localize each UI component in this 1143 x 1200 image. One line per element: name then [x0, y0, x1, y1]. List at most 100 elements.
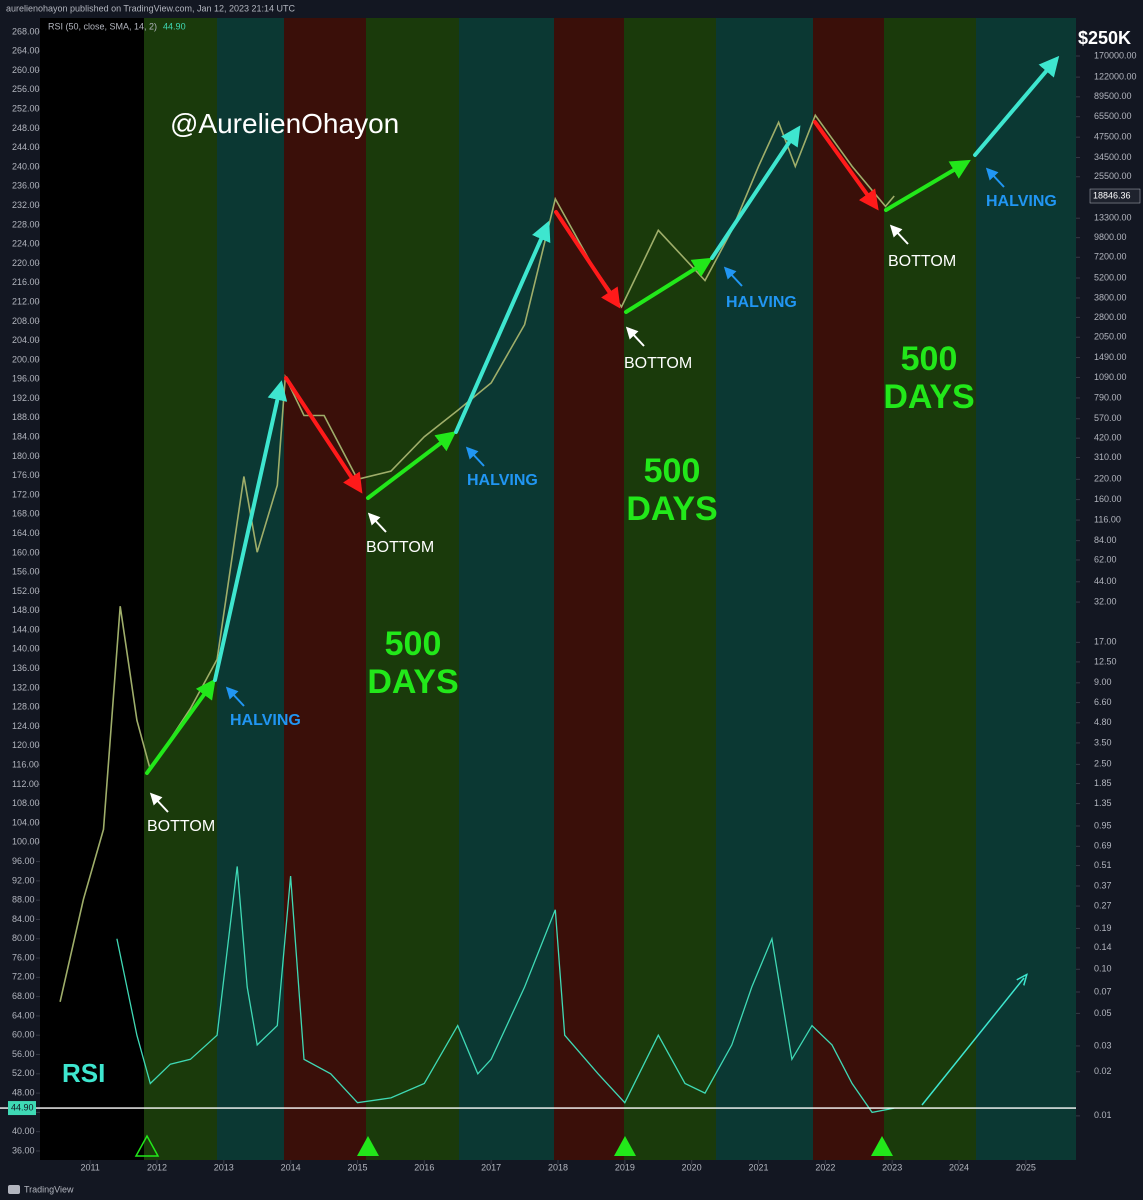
y2-tick-label: 34500.00: [1094, 152, 1132, 162]
y2-tick-label: 12.50: [1094, 656, 1117, 666]
y-tick-label: 68.00: [12, 991, 35, 1001]
rsi-line: [116, 866, 895, 1114]
y2-tick-label: 47500.00: [1094, 132, 1132, 142]
x-tick-label: 2020: [682, 1162, 702, 1172]
y-tick-label: 228.00: [12, 219, 40, 229]
y2-tick-label: 420.00: [1094, 433, 1122, 443]
x-tick-label: 2016: [414, 1162, 434, 1172]
y-tick-label: 76.00: [12, 952, 35, 962]
y-tick-label: 268.00: [12, 26, 40, 36]
indicator-value: 44.90: [163, 21, 186, 31]
y-tick-label: 192.00: [12, 393, 40, 403]
y-tick-label: 180.00: [12, 451, 40, 461]
pointer-arrows: [149, 167, 1024, 1106]
bottom-label: BOTTOM: [888, 253, 957, 270]
y-tick-label: 200.00: [12, 354, 40, 364]
y-tick-label: 72.00: [12, 972, 35, 982]
y-tick-label: 64.00: [12, 1010, 35, 1020]
y2-tick-label: 2800.00: [1094, 312, 1127, 322]
y2-tick-label: 170000.00: [1094, 50, 1137, 60]
y2-tick-label: 2.50: [1094, 759, 1112, 769]
y2-tick-label: 116.00: [1094, 514, 1121, 524]
y-tick-label: 160.00: [12, 547, 40, 557]
y2-tick-label: 13300.00: [1094, 213, 1132, 223]
y-tick-label: 40.00: [12, 1126, 35, 1136]
y2-tick-label: 790.00: [1094, 392, 1122, 402]
y2-tick-label: 0.27: [1094, 900, 1112, 910]
days-label: 500 DAYS: [883, 340, 975, 416]
y2-tick-label: 4.80: [1094, 717, 1112, 727]
y-tick-label: 236.00: [12, 181, 40, 191]
x-tick-label: 2023: [882, 1162, 902, 1172]
y2-tick-label: 2050.00: [1094, 332, 1127, 342]
y2-tick-label: 0.51: [1094, 860, 1112, 870]
x-tick-label: 2014: [281, 1162, 301, 1172]
x-tick-label: 2024: [949, 1162, 969, 1172]
footer-brand: TradingView: [24, 1184, 74, 1194]
y2-tick-label: 6.60: [1094, 697, 1112, 707]
target-label: $250K: [1078, 28, 1132, 48]
cycle-bands: [40, 18, 1076, 1160]
y2-tick-label: 84.00: [1094, 535, 1117, 545]
y-tick-label: 204.00: [12, 335, 40, 345]
y2-tick-label: 25500.00: [1094, 171, 1132, 181]
y-tick-label: 176.00: [12, 470, 40, 480]
y-tick-label: 232.00: [12, 200, 40, 210]
y-tick-label: 184.00: [12, 432, 40, 442]
bottom-label: BOTTOM: [624, 355, 693, 372]
signal-triangles: [134, 1134, 893, 1157]
author-handle: @AurelienOhayon: [170, 108, 400, 139]
x-tick-label: 2015: [347, 1162, 367, 1172]
y-tick-label: 264.00: [12, 46, 40, 56]
x-tick-label: 2019: [615, 1162, 635, 1172]
y-tick-label: 36.00: [12, 1145, 35, 1155]
y2-tick-label: 89500.00: [1094, 91, 1132, 101]
y2-tick-label: 44.00: [1094, 576, 1117, 586]
x-tick-label: 2013: [214, 1162, 234, 1172]
y2-tick-label: 9.00: [1094, 677, 1112, 687]
y-tick-label: 60.00: [12, 1030, 35, 1040]
y-tick-label: 188.00: [12, 412, 40, 422]
y2-tick-label: 0.95: [1094, 820, 1112, 830]
y2-tick-label: 62.00: [1094, 554, 1117, 564]
logo: [8, 1185, 20, 1194]
y-tick-label: 152.00: [12, 586, 40, 596]
y-tick-label: 112.00: [12, 779, 39, 789]
days-label: 500 DAYS: [626, 452, 718, 528]
y2-tick-label: 0.69: [1094, 841, 1112, 851]
x-tick-label: 2012: [147, 1162, 167, 1172]
y2-tick-label: 220.00: [1094, 474, 1122, 484]
y-tick-label: 120.00: [12, 740, 40, 750]
y2-tick-label: 160.00: [1094, 494, 1122, 504]
days-label: 500 DAYS: [367, 625, 459, 701]
y-tick-label: 196.00: [12, 374, 40, 384]
y-tick-label: 124.00: [12, 721, 40, 731]
y2-tick-label: 0.37: [1094, 880, 1112, 890]
y2-tick-label: 7200.00: [1094, 252, 1127, 262]
y2-tick-label: 5200.00: [1094, 272, 1127, 282]
y-tick-label: 104.00: [12, 817, 40, 827]
halving-label: HALVING: [230, 712, 301, 729]
y-tick-label: 80.00: [12, 933, 35, 943]
y-tick-label: 128.00: [12, 702, 40, 712]
indicator-name: RSI (50, close, SMA, 14, 2): [48, 21, 157, 31]
x-tick-label: 2011: [80, 1162, 99, 1172]
halving-label: HALVING: [726, 294, 797, 311]
y-tick-label: 240.00: [12, 161, 40, 171]
y2-tick-label: 1490.00: [1094, 352, 1127, 362]
y-tick-label: 212.00: [12, 296, 40, 306]
y2-tick-label: 17.00: [1094, 637, 1117, 647]
y-tick-label: 56.00: [12, 1049, 35, 1059]
y2-tick-label: 65500.00: [1094, 111, 1132, 121]
y2-tick-label: 3.50: [1094, 737, 1112, 747]
price-badge: [1089, 188, 1141, 204]
y-tick-label: 144.00: [12, 624, 40, 634]
y2-tick-label: 0.03: [1094, 1040, 1112, 1050]
y-tick-label: 216.00: [12, 277, 40, 287]
y-tick-label: 136.00: [12, 663, 40, 673]
y2-tick-label: 3800.00: [1094, 292, 1127, 302]
y-tick-label: 84.00: [12, 914, 35, 924]
rsi-badge: [8, 1101, 36, 1116]
